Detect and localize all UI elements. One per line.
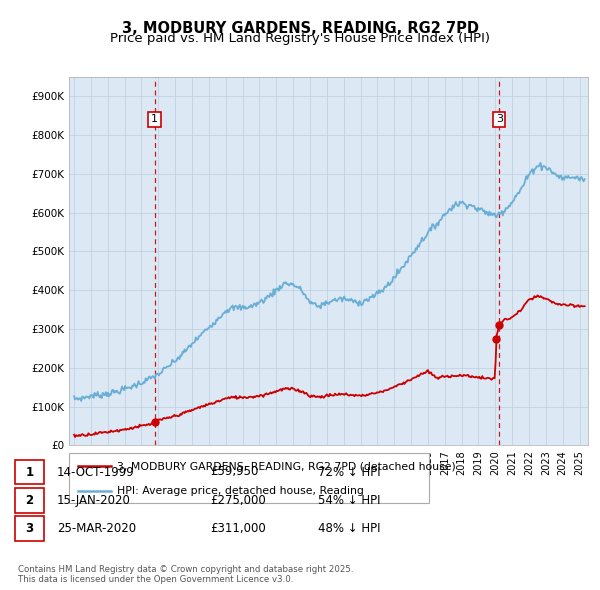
Text: 3, MODBURY GARDENS, READING, RG2 7PD (detached house): 3, MODBURY GARDENS, READING, RG2 7PD (de… — [117, 461, 456, 471]
Text: 72% ↓ HPI: 72% ↓ HPI — [318, 466, 380, 478]
Text: HPI: Average price, detached house, Reading: HPI: Average price, detached house, Read… — [117, 487, 364, 496]
Text: 3: 3 — [496, 114, 503, 124]
Text: 3, MODBURY GARDENS, READING, RG2 7PD: 3, MODBURY GARDENS, READING, RG2 7PD — [121, 21, 479, 35]
Text: 1: 1 — [151, 114, 158, 124]
Text: 14-OCT-1999: 14-OCT-1999 — [57, 466, 135, 478]
Text: 48% ↓ HPI: 48% ↓ HPI — [318, 522, 380, 535]
Text: 54% ↓ HPI: 54% ↓ HPI — [318, 494, 380, 507]
Text: Contains HM Land Registry data © Crown copyright and database right 2025.
This d: Contains HM Land Registry data © Crown c… — [18, 565, 353, 584]
Text: 1: 1 — [25, 466, 34, 478]
Text: 2: 2 — [25, 494, 34, 507]
Text: £59,950: £59,950 — [210, 466, 259, 478]
Text: 25-MAR-2020: 25-MAR-2020 — [57, 522, 136, 535]
Text: Price paid vs. HM Land Registry's House Price Index (HPI): Price paid vs. HM Land Registry's House … — [110, 32, 490, 45]
Text: 15-JAN-2020: 15-JAN-2020 — [57, 494, 131, 507]
Text: £275,000: £275,000 — [210, 494, 266, 507]
Text: 3: 3 — [25, 522, 34, 535]
Text: £311,000: £311,000 — [210, 522, 266, 535]
